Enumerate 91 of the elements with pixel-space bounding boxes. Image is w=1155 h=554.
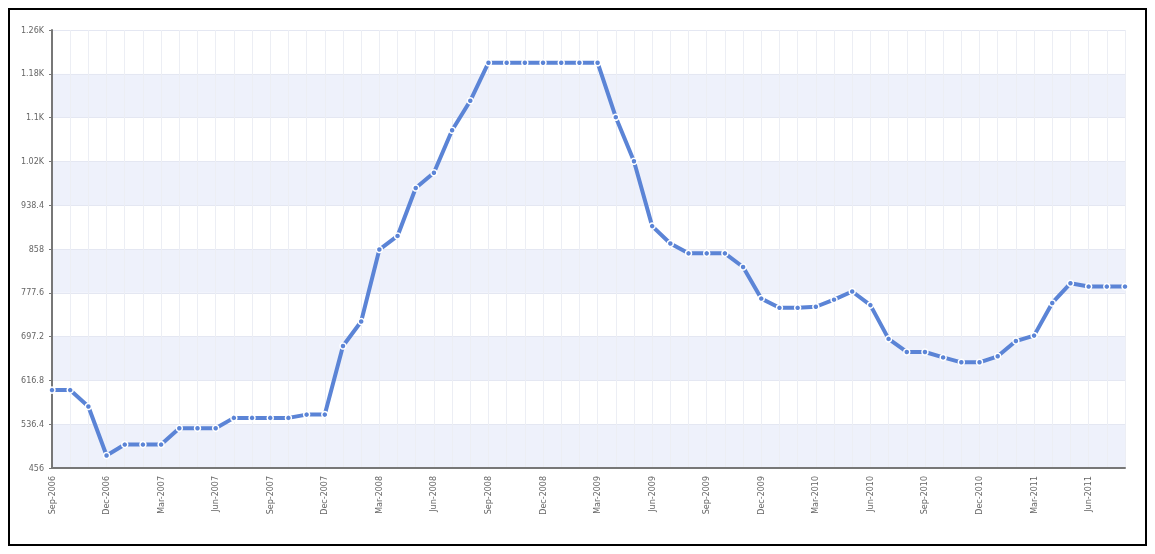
- x-tick-label: Sep-2009: [702, 476, 712, 515]
- y-tick-label: 697.2: [21, 332, 44, 342]
- y-tick-label: 1.02K: [20, 156, 45, 166]
- point: [339, 342, 347, 350]
- x-tick-label: Dec-2008: [538, 476, 548, 515]
- x-tick-label: Jun-2009: [647, 476, 657, 513]
- point: [884, 335, 893, 343]
- point: [157, 440, 165, 449]
- y-tick-label: 1.18K: [20, 69, 45, 79]
- x-tick-label: Dec-2006: [102, 476, 112, 515]
- point: [684, 249, 693, 258]
- point: [830, 295, 838, 304]
- point: [903, 348, 911, 356]
- point: [175, 424, 184, 432]
- y-tick-label: 858: [28, 244, 44, 254]
- point: [1030, 331, 1038, 340]
- point: [302, 410, 311, 419]
- point: [1084, 282, 1093, 291]
- point: [466, 97, 475, 105]
- x-tick-label: Mar-2008: [374, 476, 384, 514]
- point: [484, 58, 493, 67]
- point: [375, 245, 384, 254]
- point: [121, 440, 129, 449]
- point: [921, 348, 929, 356]
- point: [630, 157, 638, 166]
- point: [211, 424, 220, 432]
- x-tick-label: Dec-2007: [320, 476, 330, 515]
- point: [666, 239, 675, 248]
- point: [539, 58, 547, 67]
- point: [248, 414, 256, 422]
- y-tick-label: 536.4: [21, 419, 44, 429]
- x-tick-label: Jun-2011: [1084, 476, 1094, 513]
- point: [48, 386, 56, 394]
- point: [575, 58, 584, 67]
- y-tick-label: 616.8: [21, 375, 44, 385]
- point: [557, 58, 565, 67]
- point: [1012, 337, 1020, 345]
- y-tick-label: 456: [28, 463, 44, 473]
- x-tick-label: Dec-2010: [975, 476, 985, 515]
- x-tick-label: Dec-2009: [756, 476, 766, 515]
- y-tick-label: 938.4: [21, 200, 44, 210]
- point: [975, 358, 984, 367]
- point: [266, 414, 274, 422]
- point: [702, 249, 711, 258]
- x-tick-label: Sep-2007: [265, 476, 275, 515]
- point: [721, 249, 729, 258]
- x-tick-label: Jun-2010: [865, 476, 875, 513]
- point: [939, 353, 947, 362]
- x-tick-label: Jun-2007: [211, 476, 221, 513]
- point: [1103, 282, 1111, 291]
- point: [357, 317, 365, 326]
- x-tick-label: Jun-2008: [429, 476, 439, 513]
- point: [321, 410, 329, 419]
- point: [393, 232, 402, 240]
- x-tick-label: Mar-2009: [593, 476, 603, 514]
- point: [84, 402, 93, 411]
- y-tick-label: 777.6: [21, 288, 44, 298]
- point: [812, 303, 820, 311]
- point: [648, 222, 656, 230]
- x-tick-label: Mar-2011: [1029, 476, 1039, 514]
- point: [1048, 299, 1056, 307]
- point: [993, 352, 1002, 361]
- x-tick-label: Mar-2007: [156, 476, 166, 514]
- point: [139, 440, 147, 449]
- point: [66, 386, 74, 394]
- point: [448, 126, 456, 134]
- point: [230, 414, 238, 422]
- point: [593, 58, 602, 67]
- point: [957, 358, 966, 367]
- point: [521, 58, 529, 67]
- x-tick-label: Sep-2008: [483, 476, 493, 515]
- point: [775, 304, 784, 312]
- point: [1066, 279, 1075, 288]
- point: [612, 113, 620, 121]
- point: [193, 424, 202, 432]
- x-tick-label: Sep-2010: [920, 476, 930, 515]
- point: [739, 263, 747, 271]
- x-tick-label: Mar-2010: [811, 476, 821, 514]
- y-tick-label: 1.26K: [20, 25, 45, 35]
- point: [284, 414, 293, 422]
- y-tick-label: 1.1K: [26, 113, 45, 123]
- x-tick-label: Sep-2006: [47, 476, 57, 515]
- point: [411, 184, 420, 192]
- point: [430, 168, 438, 177]
- point: [848, 287, 856, 296]
- point: [102, 451, 111, 460]
- point: [502, 58, 511, 67]
- point: [793, 304, 802, 312]
- point: [1121, 282, 1129, 291]
- point: [866, 301, 875, 309]
- point: [757, 294, 766, 303]
